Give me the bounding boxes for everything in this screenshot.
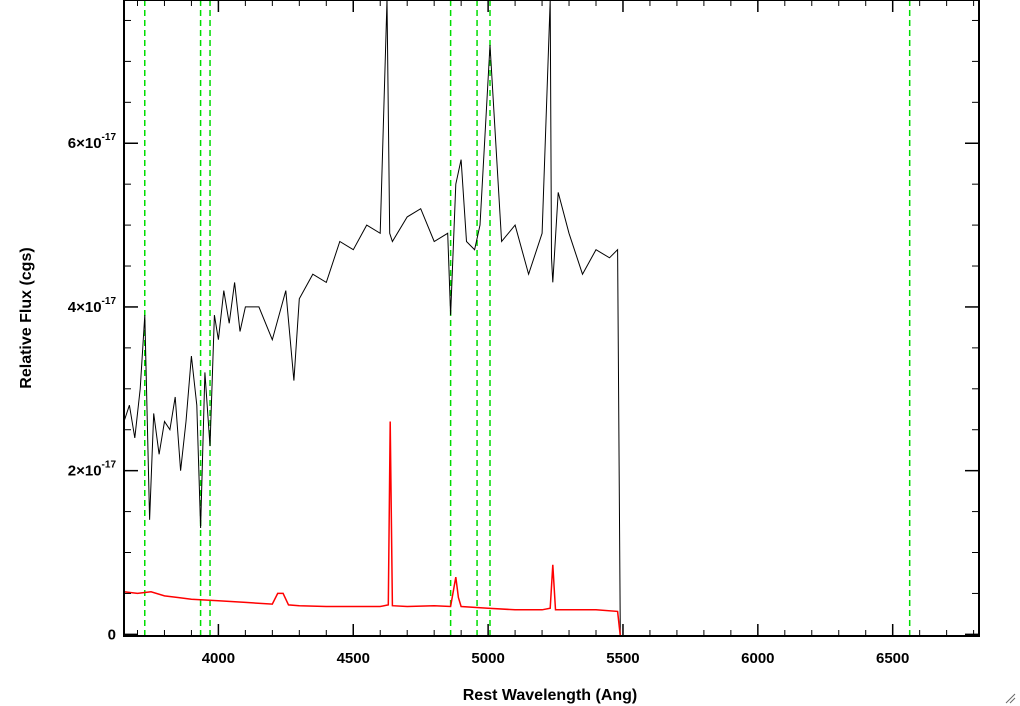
y-axis-ticks: 0 2×10-17 4×10-17 6×10-17 <box>68 19 979 643</box>
x-tick-label: 6500 <box>876 650 909 667</box>
series-line-0 <box>123 0 621 635</box>
x-tick-label: 4000 <box>202 650 235 667</box>
series-line-1 <box>123 421 979 637</box>
plot-frame <box>123 0 980 637</box>
y-tick-label: 4×10-17 <box>68 296 117 316</box>
x-tick-label: 5000 <box>471 650 504 667</box>
x-tick-label: 4500 <box>337 650 370 667</box>
x-tick-label: 5500 <box>606 650 639 667</box>
y-axis-title: Relative Flux (cgs) <box>18 247 35 388</box>
y-tick-label: 2×10-17 <box>68 460 117 480</box>
resize-grip-icon[interactable] <box>1004 692 1016 704</box>
x-tick-label: 6000 <box>741 650 774 667</box>
x-axis-title: Rest Wavelength (Ang) <box>463 687 638 704</box>
reference-lines <box>144 0 911 636</box>
y-tick-label: 0 <box>108 626 116 643</box>
y-tick-label: 6×10-17 <box>68 132 117 152</box>
x-axis-ticks: 4000 4500 5000 5500 6000 6500 <box>136 0 975 667</box>
spectrum-series <box>123 0 979 637</box>
